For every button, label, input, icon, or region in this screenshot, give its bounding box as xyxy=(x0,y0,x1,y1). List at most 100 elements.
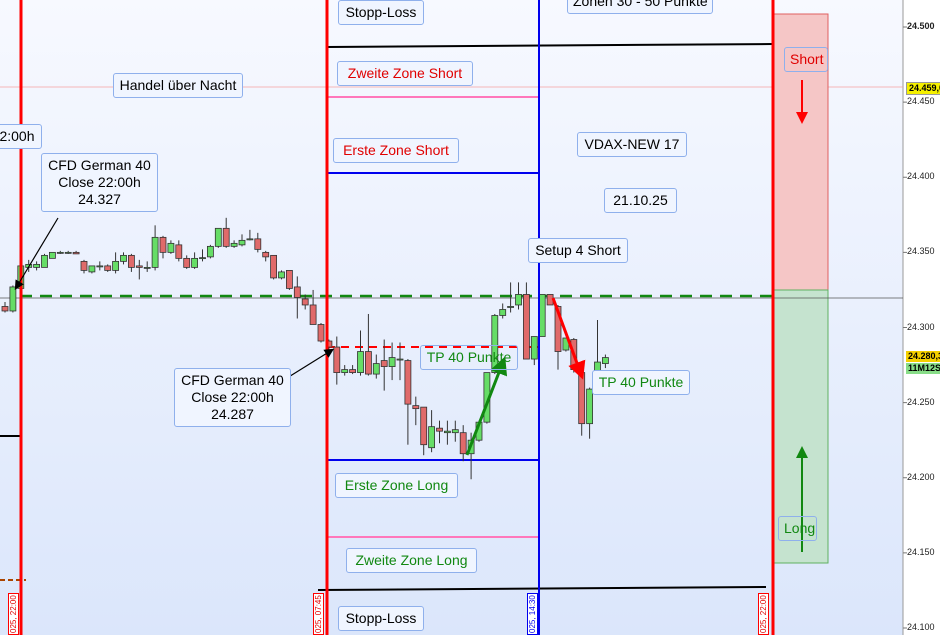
candle-body xyxy=(428,426,436,449)
candle xyxy=(530,336,538,366)
candle xyxy=(443,420,451,445)
candle-body xyxy=(293,286,301,298)
candle-body xyxy=(341,369,349,373)
tp-short-label[interactable]: TP 40 Punkte xyxy=(592,370,690,395)
candle-body xyxy=(404,360,412,405)
price-tick-label: 24.400 xyxy=(907,171,935,182)
candle-body xyxy=(143,266,151,269)
candle xyxy=(507,282,515,313)
candle xyxy=(285,270,293,290)
candle-body xyxy=(515,294,522,306)
candle-body xyxy=(317,324,325,342)
candle-body xyxy=(412,405,420,410)
candle xyxy=(412,396,420,426)
candle xyxy=(459,425,467,462)
candle xyxy=(191,252,199,269)
long-label[interactable]: Long xyxy=(778,516,817,541)
candle-body xyxy=(254,238,262,250)
candle-body xyxy=(578,372,586,425)
candle-body xyxy=(96,265,104,268)
candle xyxy=(159,235,167,259)
stopp-loss-bottom-label[interactable]: Stopp-Loss xyxy=(338,606,424,631)
candle-body xyxy=(33,263,40,268)
candle xyxy=(56,250,64,254)
candle xyxy=(317,322,325,343)
candle xyxy=(586,387,593,439)
candle xyxy=(515,282,522,310)
candle-body xyxy=(451,429,459,434)
candle-body xyxy=(151,236,159,268)
price-tick-label: 24.500 xyxy=(907,21,935,31)
candle xyxy=(309,289,317,325)
candle-body xyxy=(270,254,278,279)
close2-arrow xyxy=(286,348,335,379)
candle-body xyxy=(214,227,222,247)
candle xyxy=(341,365,349,376)
tp-short-arrow xyxy=(551,297,586,380)
candle xyxy=(428,410,436,453)
stopp-loss-short-line xyxy=(326,43,774,48)
erste-zone-long-label[interactable]: Erste Zone Long xyxy=(335,473,458,498)
time-tag-open: 025, 07:45 xyxy=(313,593,324,635)
candle xyxy=(230,240,238,248)
handel-ueber-nacht-label[interactable]: Handel über Nacht xyxy=(113,73,243,98)
candle xyxy=(372,354,380,379)
candles xyxy=(1,217,609,480)
time-tag-left: 025, 22:00 xyxy=(8,593,19,635)
candle xyxy=(293,276,301,319)
candle xyxy=(1,301,9,313)
candle xyxy=(499,303,507,319)
candle-body xyxy=(530,336,538,360)
short-label[interactable]: Short xyxy=(784,47,828,72)
close2-line3: 24.287 xyxy=(211,406,254,422)
candle xyxy=(238,234,246,247)
vdax-label[interactable]: VDAX-NEW 17 xyxy=(577,132,687,157)
price-tick-label: 24.300 xyxy=(907,321,935,332)
zweite-zone-long-label[interactable]: Zweite Zone Long xyxy=(346,548,477,573)
candle-body xyxy=(1,306,9,312)
top-zone-label[interactable]: Zonen 30 - 50 Punkte xyxy=(567,0,713,14)
close2-label[interactable]: CFD German 40 Close 22:00h 24.287 xyxy=(174,368,291,427)
candle-body xyxy=(9,286,17,312)
tp-long-label[interactable]: TP 40 Punkte xyxy=(420,345,518,370)
candle xyxy=(120,252,127,265)
candle-body xyxy=(135,265,143,268)
candle-body xyxy=(64,251,72,254)
left-cut-label[interactable]: 2:00h xyxy=(0,124,42,149)
tp-long-arrow xyxy=(465,356,508,456)
candle-body xyxy=(80,260,88,271)
price-axis-background xyxy=(903,0,940,635)
candle xyxy=(33,261,40,271)
candle xyxy=(96,261,104,271)
erste-zone-short-label[interactable]: Erste Zone Short xyxy=(333,138,459,163)
candle-body xyxy=(396,358,404,361)
zweite-zone-short-label[interactable]: Zweite Zone Short xyxy=(337,61,473,86)
candle-body xyxy=(420,406,428,446)
price-tick-label: 24.350 xyxy=(907,246,935,257)
candle xyxy=(88,265,96,274)
stopp-loss-long-line xyxy=(317,586,767,591)
close2-line2: Close 22:00h xyxy=(191,389,274,405)
close1-line3: 24.327 xyxy=(78,191,121,207)
date-label[interactable]: 21.10.25 xyxy=(604,188,677,213)
candle xyxy=(388,342,396,381)
close1-label[interactable]: CFD German 40 Close 22:00h 24.327 xyxy=(41,153,158,212)
candle-body xyxy=(443,430,451,434)
candle xyxy=(49,251,56,259)
candle xyxy=(246,229,254,241)
candle-body xyxy=(88,265,96,273)
candle xyxy=(538,294,546,337)
stopp-loss-top-label[interactable]: Stopp-Loss xyxy=(338,0,424,25)
candle-body xyxy=(357,351,364,373)
candle-body xyxy=(586,388,593,425)
setup-label[interactable]: Setup 4 Short xyxy=(528,238,628,263)
candle-body xyxy=(602,357,609,364)
candle-body xyxy=(554,306,562,352)
candle-body xyxy=(127,254,135,268)
time-tag-close: 025, 22:00 xyxy=(758,593,769,635)
price-tick-label: 24.150 xyxy=(907,546,935,557)
candle xyxy=(183,255,191,269)
candle-body xyxy=(56,251,64,254)
candle xyxy=(254,232,262,253)
